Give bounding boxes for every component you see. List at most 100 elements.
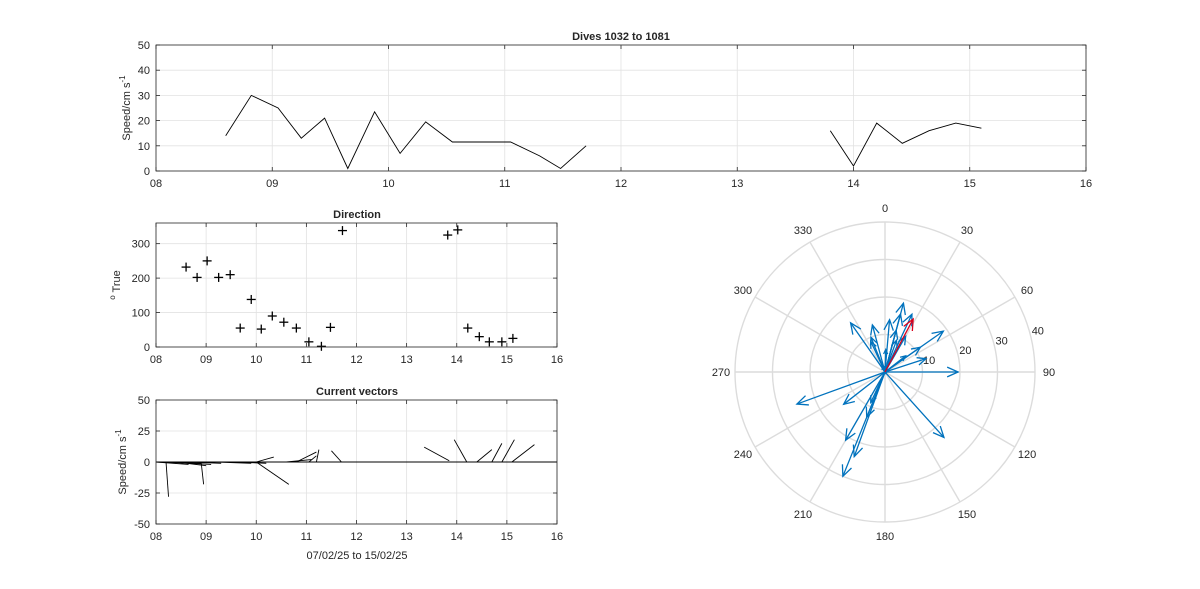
current-vector-arrow bbox=[884, 371, 946, 439]
polar-panel: 0 30 60 90 120 150 180 210 240 270 300 330 10 20 30 40 bbox=[712, 203, 1055, 543]
y-tick-label-3: 25 bbox=[138, 426, 150, 438]
mean-vector-arrow-shaft bbox=[884, 318, 914, 373]
current-vector-arrow bbox=[884, 338, 898, 373]
polar-theta-label: 180 bbox=[876, 531, 894, 543]
current-vector-arrow-head bbox=[870, 323, 880, 336]
current-vector-stick bbox=[165, 461, 169, 497]
current-vector-arrow-head bbox=[931, 330, 945, 342]
direction-ylabel: o True bbox=[108, 270, 123, 300]
y-tick-label-3: 50 bbox=[138, 395, 150, 407]
current-vector-arrow-head bbox=[932, 425, 946, 439]
direction-point bbox=[291, 323, 301, 333]
direction-point bbox=[192, 272, 202, 282]
polar-theta-label: 150 bbox=[958, 509, 976, 521]
current-vector-arrow-head bbox=[890, 338, 898, 348]
current-vector-arrow-head bbox=[865, 406, 875, 419]
vectors-panel: Current vectors Speed/cm s-1 07/02/25 to… bbox=[114, 386, 563, 562]
current-vector-arrow bbox=[870, 371, 886, 405]
direction-point bbox=[225, 270, 235, 280]
y-tick-label-2: 300 bbox=[132, 239, 150, 251]
x-tick-label-3: 08 bbox=[150, 531, 162, 543]
polar-theta-label: 240 bbox=[734, 449, 752, 461]
direction-point bbox=[304, 337, 314, 347]
current-vector-arrow-shaft bbox=[843, 371, 886, 405]
direction-point bbox=[463, 323, 473, 333]
current-vector-arrow-shaft bbox=[884, 303, 905, 373]
current-vector-arrow-head bbox=[870, 395, 877, 405]
current-vector-arrow-shaft bbox=[884, 340, 898, 373]
x-tick-label-1: 09 bbox=[266, 178, 278, 190]
y-tick-label-3: -50 bbox=[134, 519, 150, 531]
polar-spoke bbox=[754, 371, 886, 448]
direction-point bbox=[181, 262, 191, 272]
x-tick-label-2: 15 bbox=[501, 354, 513, 366]
speed-panel: Dives 1032 to 1081 Speed/cm s-1 08 09 10 11… bbox=[118, 31, 1092, 190]
direction-title: Direction bbox=[333, 209, 381, 221]
y-tick-label-2: 200 bbox=[132, 273, 150, 285]
direction-point bbox=[202, 256, 212, 266]
current-vector-arrow-shaft bbox=[853, 371, 886, 457]
polar-theta-label: 210 bbox=[794, 509, 812, 521]
current-vector-stick bbox=[231, 461, 267, 464]
x-tick-label-3: 13 bbox=[401, 531, 413, 543]
current-vector-arrow-shaft bbox=[870, 371, 886, 403]
polar-r-label: 20 bbox=[959, 345, 971, 357]
x-tick-label-3: 15 bbox=[501, 531, 513, 543]
current-vector-arrow-head bbox=[844, 428, 856, 442]
current-vector-stick bbox=[256, 456, 274, 463]
polar-spoke bbox=[754, 296, 886, 373]
current-vector-arrow bbox=[883, 318, 894, 373]
direction-point bbox=[246, 294, 256, 304]
current-vector-stick bbox=[216, 461, 252, 464]
polar-spoke bbox=[884, 296, 1016, 373]
y-tick-label-1: 10 bbox=[138, 141, 150, 153]
current-vector-arrow-shaft bbox=[850, 322, 886, 373]
current-vector-arrow-shaft bbox=[884, 358, 927, 373]
polar-spoke bbox=[809, 241, 886, 373]
current-vector-arrow-head bbox=[870, 339, 877, 349]
current-vector-arrow-shaft bbox=[796, 371, 886, 405]
direction-point bbox=[256, 324, 266, 334]
current-vector-stick bbox=[491, 443, 503, 463]
polar-theta-label: 330 bbox=[794, 225, 812, 237]
y-tick-label-1: 30 bbox=[138, 90, 150, 102]
current-vector-arrow bbox=[870, 323, 886, 373]
current-vector-arrow-head bbox=[841, 464, 852, 478]
x-tick-label-1: 08 bbox=[150, 178, 162, 190]
current-vector-arrow-shaft bbox=[845, 371, 886, 441]
direction-point bbox=[484, 337, 494, 347]
polar-spoke bbox=[884, 371, 1016, 448]
current-vector-arrow-shaft bbox=[884, 319, 891, 373]
current-vector-arrow bbox=[884, 301, 906, 373]
polar-r-label: 10 bbox=[923, 355, 935, 367]
current-vector-stick bbox=[315, 449, 320, 463]
current-vector-arrow-head bbox=[916, 357, 928, 366]
x-tick-label-1: 14 bbox=[847, 178, 859, 190]
direction-point bbox=[316, 341, 326, 351]
speed-ylabel: Speed/cm s-1 bbox=[118, 75, 133, 141]
direction-point bbox=[508, 333, 518, 343]
current-vector-arrow-head bbox=[842, 393, 855, 406]
x-tick-label-2: 08 bbox=[150, 354, 162, 366]
x-tick-label-3: 16 bbox=[551, 531, 563, 543]
x-tick-label-1: 12 bbox=[615, 178, 627, 190]
x-tick-label-3: 09 bbox=[200, 531, 212, 543]
polar-theta-label: 90 bbox=[1043, 367, 1055, 379]
direction-point bbox=[474, 332, 484, 342]
speed-series-segment-1 bbox=[225, 94, 587, 170]
axes-frame-1 bbox=[155, 44, 1087, 172]
speed-title: Dives 1032 to 1081 bbox=[572, 31, 670, 43]
polar-theta-label: 300 bbox=[734, 285, 752, 297]
polar-theta-label: 0 bbox=[882, 203, 888, 215]
current-vector-arrow-head bbox=[881, 363, 887, 370]
current-vector-stick bbox=[308, 455, 317, 463]
polar-theta-label: 270 bbox=[712, 367, 730, 379]
y-tick-label-2: 100 bbox=[132, 308, 150, 320]
current-vector-arrow-shaft bbox=[884, 371, 945, 438]
current-vector-arrow bbox=[842, 371, 886, 406]
current-vector-arrow bbox=[870, 339, 886, 373]
current-vector-stick bbox=[255, 461, 290, 485]
x-tick-label-2: 16 bbox=[551, 354, 563, 366]
current-vector-arrow-shaft bbox=[870, 341, 886, 373]
current-vector-arrow bbox=[849, 321, 886, 373]
